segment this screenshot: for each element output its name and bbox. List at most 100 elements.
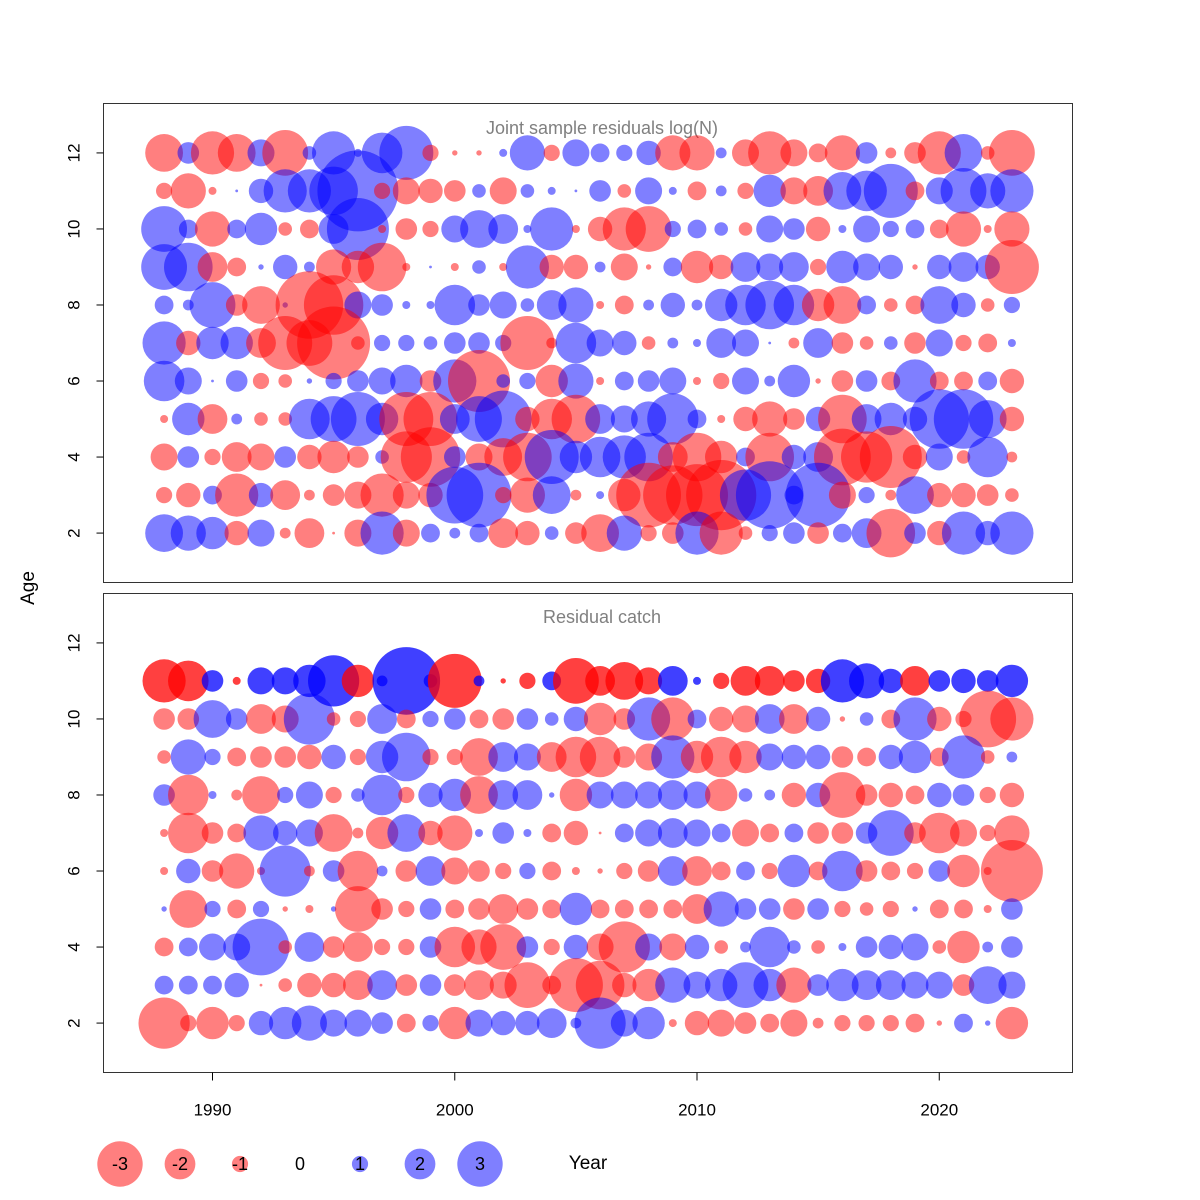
bubble-bottom-age2-1996 xyxy=(344,1009,372,1037)
bubble-top-age8-1991 xyxy=(225,294,248,316)
y-tick-label: 4 xyxy=(64,942,83,951)
bubble-bottom-age5-2005 xyxy=(559,892,593,926)
bubble-bottom-age3-2023 xyxy=(998,971,1026,999)
bubble-top-age6-2012 xyxy=(732,367,759,395)
bubble-bottom-age9-2009 xyxy=(651,735,695,779)
bubble-top-age5-2012 xyxy=(733,406,758,432)
bubble-top-age12-2006 xyxy=(590,143,610,163)
bubble-bottom-age2-1991 xyxy=(228,1015,245,1032)
bubble-bottom-age3-2009 xyxy=(655,967,691,1003)
bubble-bottom-age3-1998 xyxy=(395,974,418,996)
bubble-top-age2-2004 xyxy=(544,526,559,540)
bubble-top-age3-2002 xyxy=(495,487,512,504)
bubble-top-age2-2008 xyxy=(640,525,657,542)
bubble-bottom-age5-1994 xyxy=(305,905,314,913)
bubble-bottom-age6-1993 xyxy=(259,845,311,897)
bubble-top-age6-1990 xyxy=(211,379,214,383)
bubble-bottom-age8-1991 xyxy=(231,789,243,801)
x-tick-label: 2000 xyxy=(436,1101,474,1120)
bubble-bottom-age7-1996 xyxy=(352,827,364,839)
bubble-bottom-age4-1994 xyxy=(294,932,325,962)
bubble-top-age2-1990 xyxy=(196,516,229,550)
bubble-bottom-age3-2007 xyxy=(612,972,637,998)
bubble-top-age8-2001 xyxy=(468,294,490,316)
bubble-top-age4-2018 xyxy=(859,426,922,488)
bubble-bottom-age6-1988 xyxy=(160,867,169,875)
bubble-top-age4-2021 xyxy=(956,450,971,464)
bubble-top-age12-2013 xyxy=(748,131,792,175)
bubble-top-age12-2005 xyxy=(562,139,590,167)
bubble-bottom-age9-2016 xyxy=(831,746,854,768)
bubble-bottom-age7-1990 xyxy=(201,822,224,844)
bubble-top-age5-2005 xyxy=(551,394,601,444)
bubble-top-age10-2010 xyxy=(687,219,707,239)
bubble-bottom-age2-1990 xyxy=(196,1006,229,1040)
bubble-top-age6-2010 xyxy=(693,377,701,385)
bubble-top-age8-2022 xyxy=(980,298,995,312)
bubble-top-age7-1999 xyxy=(423,336,438,350)
bubble-bottom-age9-2021 xyxy=(941,735,986,779)
bubble-top-age5-2011 xyxy=(717,415,726,423)
y-tick-label: 6 xyxy=(64,866,83,875)
bubble-bottom-age4-1990 xyxy=(199,933,226,961)
bubble-top-age10-1989 xyxy=(178,219,198,239)
y-axis-bottom: 2 4 6 8 10 12 xyxy=(64,633,104,1028)
bubble-top-age9-1992 xyxy=(258,264,264,270)
bubble-bottom-age2-2018 xyxy=(882,1015,899,1032)
bubble-bottom-age10-2002 xyxy=(492,708,514,730)
bubble-top-age12-2016 xyxy=(824,135,861,171)
bubble-bottom-age5-2001 xyxy=(468,898,490,920)
bubble-top-age7-2014 xyxy=(788,337,800,349)
bubble-bottom-age6-1994 xyxy=(304,865,315,877)
bubble-bottom-age2-1989 xyxy=(180,1015,197,1032)
bubble-bottom-age8-2009 xyxy=(657,780,688,810)
bubble-top-age8-2005 xyxy=(558,287,594,323)
bubble-top-age2-1998 xyxy=(392,519,420,547)
bubble-top-age7-2016 xyxy=(831,332,854,354)
bubble-bottom-age10-1997 xyxy=(367,704,397,734)
bubble-top-age6-2015 xyxy=(815,378,821,384)
bubble-top-age2-2014 xyxy=(783,522,805,544)
bubble-bottom-age9-1999 xyxy=(422,748,439,766)
bubble-bottom-age9-2001 xyxy=(460,738,498,776)
bubble-bottom-age2-2009 xyxy=(668,1019,677,1028)
bubble-bottom-age9-1992 xyxy=(250,746,272,768)
bubble-top-age4-2020 xyxy=(925,443,953,471)
bubble-bottom-age8-2014 xyxy=(781,782,807,808)
bubble-top-age6-2014 xyxy=(777,364,811,398)
bubble-top-age9-2021 xyxy=(948,252,979,282)
bubble-bottom-age7-1989 xyxy=(168,812,209,854)
bubble-bottom-age8-1989 xyxy=(168,774,209,816)
bubble-top-age5-2013 xyxy=(752,401,788,437)
bubble-bottom-age3-2008 xyxy=(632,968,665,1002)
bubble-bottom-age3-1994 xyxy=(297,972,322,998)
bubble-bottom-age10-1989 xyxy=(177,708,200,730)
bubble-bottom-age2-2020 xyxy=(936,1020,942,1026)
bubble-bottom-age10-1991 xyxy=(225,708,248,730)
bubble-top-age12-2014 xyxy=(780,139,808,167)
bubble-bottom-age4-2020 xyxy=(932,940,947,954)
bubble-bottom-age3-2019 xyxy=(901,971,929,999)
bubble-bottom-age8-1999 xyxy=(418,782,443,808)
y-tick-label: 12 xyxy=(64,633,83,652)
bubble-top-age2-1993 xyxy=(279,527,291,539)
bubble-top-age11-2005 xyxy=(574,189,578,193)
bubble-top-age12-2007 xyxy=(616,144,633,161)
bubble-top-age2-2012 xyxy=(738,526,753,540)
y-tick-label: 2 xyxy=(64,528,83,537)
bubble-bottom-age7-2005 xyxy=(563,820,589,846)
bubble-bottom-age7-2018 xyxy=(867,810,914,856)
bubble-bottom-age7-2014 xyxy=(784,823,804,843)
bubble-top-age7-1997 xyxy=(374,334,391,352)
bubble-bottom-age3-1996 xyxy=(343,970,373,1000)
bubble-bottom-age9-2012 xyxy=(729,740,762,774)
y-tick-label: 10 xyxy=(64,710,83,729)
bubble-top-age3-2013 xyxy=(735,461,804,529)
bubble-top-age4-1994 xyxy=(297,444,322,470)
bubble-bottom-age11-1992 xyxy=(247,667,275,695)
bubble-top-age3-2004 xyxy=(532,476,571,514)
legend-label: 0 xyxy=(295,1154,305,1174)
bubble-bottom-age11-1993 xyxy=(271,667,299,695)
bubble-top-age7-2019 xyxy=(904,332,926,354)
legend-bubble xyxy=(97,1141,143,1187)
